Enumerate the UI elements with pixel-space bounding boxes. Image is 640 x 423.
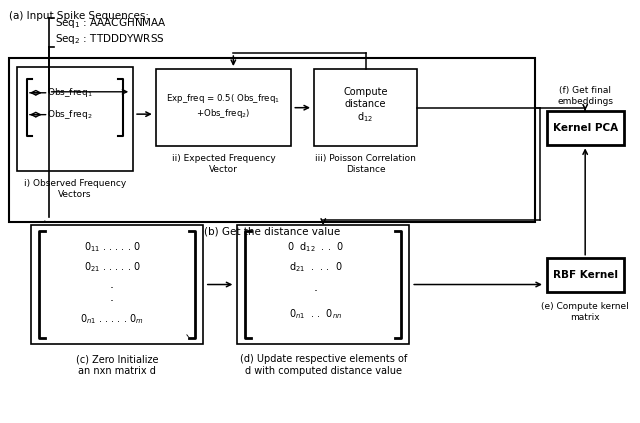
Text: Exp_freq = 0.5( Obs_freq$_1$
+Obs_freq$_2$): Exp_freq = 0.5( Obs_freq$_1$ +Obs_freq$_… bbox=[166, 92, 280, 120]
Text: .: . bbox=[110, 291, 114, 304]
Text: .: . bbox=[110, 278, 114, 291]
Bar bbox=[156, 69, 291, 146]
Text: RBF Kernel: RBF Kernel bbox=[553, 270, 618, 280]
Text: i) Observed Frequency
Vectors: i) Observed Frequency Vectors bbox=[24, 179, 126, 199]
Text: iii) Poisson Correlation
Distance: iii) Poisson Correlation Distance bbox=[315, 154, 416, 174]
Text: Seq$_2$ : TTDDDYWRSS: Seq$_2$ : TTDDDYWRSS bbox=[56, 32, 165, 46]
Text: `: ` bbox=[185, 335, 191, 348]
Text: (e) Compute kernel
matrix: (e) Compute kernel matrix bbox=[541, 302, 629, 322]
Text: 0  d$_{12}$  . .  0: 0 d$_{12}$ . . 0 bbox=[287, 240, 344, 254]
Text: (a) Input Spike Sequences:: (a) Input Spike Sequences: bbox=[9, 11, 149, 21]
Text: (b) Get the distance value: (b) Get the distance value bbox=[204, 227, 340, 237]
Text: ii) Expected Frequency
Vector: ii) Expected Frequency Vector bbox=[172, 154, 275, 174]
Text: Obs_freq$_2$: Obs_freq$_2$ bbox=[47, 108, 92, 121]
Text: 0$_{n1}$  . .  0$_{nn}$: 0$_{n1}$ . . 0$_{nn}$ bbox=[289, 308, 342, 321]
Bar bbox=[17, 67, 133, 171]
Bar bbox=[237, 225, 409, 344]
Text: 0$_{21}$ . . . . . 0: 0$_{21}$ . . . . . 0 bbox=[83, 260, 140, 274]
Text: (d) Update respective elements of
d with computed distance value: (d) Update respective elements of d with… bbox=[239, 354, 407, 376]
Bar bbox=[314, 69, 417, 146]
Text: Kernel PCA: Kernel PCA bbox=[552, 123, 618, 133]
Text: `: ` bbox=[43, 221, 49, 234]
Bar bbox=[31, 225, 203, 344]
Bar bbox=[547, 258, 623, 292]
Text: 0$_{n1}$ . . . . . 0$_m$: 0$_{n1}$ . . . . . 0$_m$ bbox=[80, 313, 144, 326]
Text: (f) Get final
embeddings: (f) Get final embeddings bbox=[557, 86, 613, 106]
Bar bbox=[547, 111, 623, 146]
Text: (c) Zero Initialize
an nxn matrix d: (c) Zero Initialize an nxn matrix d bbox=[76, 354, 158, 376]
Text: d$_{21}$  .  . .  0: d$_{21}$ . . . 0 bbox=[289, 260, 342, 274]
Text: Seq$_1$ : AAACGHNMAA: Seq$_1$ : AAACGHNMAA bbox=[56, 16, 167, 30]
Text: 0$_{11}$ . . . . . 0: 0$_{11}$ . . . . . 0 bbox=[83, 240, 140, 254]
Text: .: . bbox=[314, 281, 317, 294]
Text: Obs_freq$_1$: Obs_freq$_1$ bbox=[47, 86, 92, 99]
Text: Compute
distance
d$_{12}$: Compute distance d$_{12}$ bbox=[343, 87, 388, 124]
Bar bbox=[9, 58, 535, 222]
